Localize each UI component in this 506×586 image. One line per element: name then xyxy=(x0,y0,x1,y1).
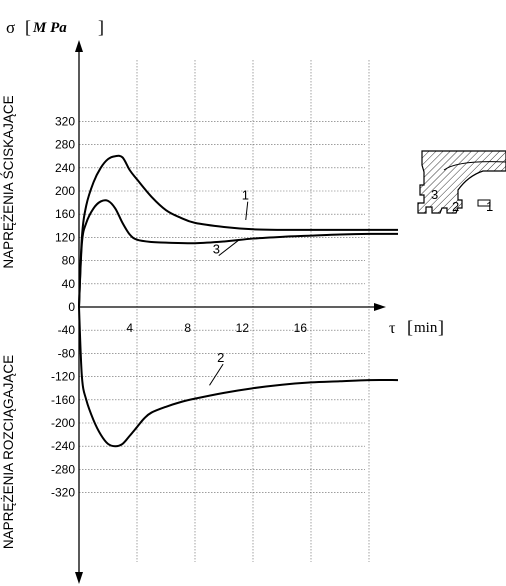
y-tick-label: -80 xyxy=(58,346,76,360)
x-axis-arrow xyxy=(374,303,386,311)
x-axis-bracket-close: ] xyxy=(438,317,444,337)
x-tick-label: 4 xyxy=(126,321,133,335)
curve-label-2: 2 xyxy=(217,350,224,365)
y-tick-label: 280 xyxy=(55,138,75,152)
y-tick-label: -240 xyxy=(51,439,75,453)
y-tick-label: -320 xyxy=(51,486,75,500)
x-axis-symbol: τ xyxy=(389,320,396,337)
y-tick-label: -40 xyxy=(58,323,76,337)
tick-labels: 320 280 240 200 160 120 80 40 0 -40 -80 -120 -160 -20… xyxy=(51,114,307,499)
series xyxy=(78,154,399,448)
y-tick-label: 120 xyxy=(55,230,75,244)
piston-section-inset: 3 2 1 xyxy=(417,150,506,214)
curve-label-leader xyxy=(209,363,224,386)
x-tick-label: 12 xyxy=(236,321,250,335)
y-axis-symbol: σ xyxy=(6,18,15,37)
y-tick-label: -160 xyxy=(51,393,75,407)
y-tick-label: 200 xyxy=(55,184,75,198)
piston-section-shape xyxy=(417,150,506,214)
y-tick-label: -200 xyxy=(51,416,75,430)
curve-label-1: 1 xyxy=(242,188,249,203)
inset-label-1: 1 xyxy=(486,199,493,214)
x-axis-unit: min xyxy=(414,320,438,336)
y-tick-label: -280 xyxy=(51,462,75,476)
y-tick-label: 320 xyxy=(55,114,75,128)
piston-crown-outline xyxy=(443,161,506,171)
ring-groove-1 xyxy=(477,199,491,207)
x-axis-bracket-open: [ xyxy=(407,317,413,337)
curve-label-leader xyxy=(245,201,249,221)
y-axis-unit: M Pa xyxy=(32,20,67,36)
y-tick-label: -120 xyxy=(51,370,75,384)
y-axis-arrow-down xyxy=(75,572,83,584)
y-tick-label: 240 xyxy=(55,161,75,175)
series-line-2 xyxy=(78,306,399,448)
y-axis-bracket-open: [ xyxy=(25,17,31,37)
series-line-1 xyxy=(78,154,398,308)
y-tick-label: 40 xyxy=(62,277,76,291)
inset-label-2: 2 xyxy=(452,199,459,214)
y-axis-bracket-close: ] xyxy=(98,17,104,37)
x-tick-label: 16 xyxy=(294,321,308,335)
y-tick-label: 160 xyxy=(55,207,75,221)
y-tick-label: 0 xyxy=(68,300,75,314)
curve-label-leader xyxy=(218,239,239,257)
curve-labels: 1 3 2 xyxy=(209,188,249,386)
y-axis-arrow-up xyxy=(75,40,83,52)
region-label-compressive: NAPRĘŻENIA ŚCISKAJĄCE xyxy=(1,95,16,268)
y-tick-label: 80 xyxy=(62,254,76,268)
region-label-tensile: NAPRĘŻENIA ROZCIĄGAJĄCE xyxy=(1,355,16,549)
series-line-3 xyxy=(78,199,399,308)
inset-label-3: 3 xyxy=(431,187,438,202)
curve-label-3: 3 xyxy=(213,242,220,257)
grid xyxy=(79,60,370,562)
x-tick-label: 8 xyxy=(184,321,191,335)
